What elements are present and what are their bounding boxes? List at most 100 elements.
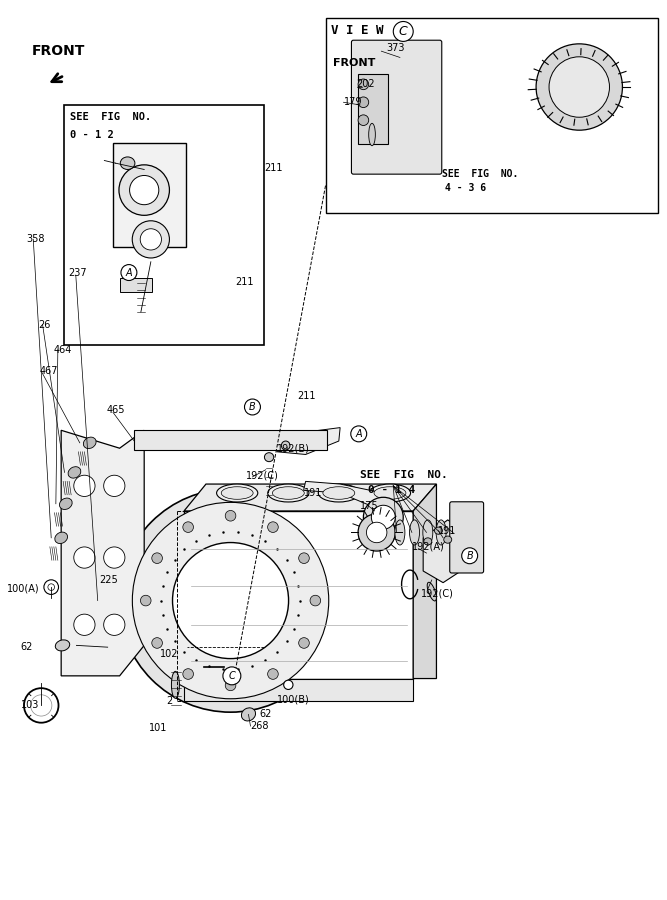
Circle shape xyxy=(48,584,55,590)
Ellipse shape xyxy=(444,536,452,544)
Ellipse shape xyxy=(241,707,255,721)
Bar xyxy=(65,105,263,345)
Text: 358: 358 xyxy=(27,234,45,245)
Text: A: A xyxy=(125,267,132,277)
Circle shape xyxy=(74,547,95,568)
Circle shape xyxy=(225,680,236,690)
Text: C: C xyxy=(399,25,408,38)
Ellipse shape xyxy=(68,467,81,478)
Text: B: B xyxy=(466,551,473,561)
Text: 0 - 1 2: 0 - 1 2 xyxy=(70,130,113,140)
Circle shape xyxy=(366,522,387,543)
Circle shape xyxy=(183,522,193,533)
Circle shape xyxy=(462,548,478,563)
Ellipse shape xyxy=(120,157,135,169)
Text: 62: 62 xyxy=(259,709,271,719)
Circle shape xyxy=(267,522,278,533)
Ellipse shape xyxy=(267,484,309,502)
Text: 191: 191 xyxy=(438,526,457,536)
Ellipse shape xyxy=(217,484,257,502)
Circle shape xyxy=(103,475,125,497)
Text: 100(A): 100(A) xyxy=(7,584,39,594)
Circle shape xyxy=(358,514,396,551)
Ellipse shape xyxy=(272,487,304,500)
Text: 103: 103 xyxy=(21,700,40,710)
Text: 211: 211 xyxy=(235,276,253,286)
Ellipse shape xyxy=(370,484,411,502)
Ellipse shape xyxy=(374,487,406,500)
Text: FRONT: FRONT xyxy=(334,58,376,68)
Text: 225: 225 xyxy=(99,575,119,585)
Circle shape xyxy=(299,553,309,563)
Text: 101: 101 xyxy=(149,723,167,733)
Polygon shape xyxy=(423,520,466,582)
Ellipse shape xyxy=(423,520,433,545)
Ellipse shape xyxy=(436,520,446,545)
Circle shape xyxy=(74,614,95,635)
Ellipse shape xyxy=(410,520,420,545)
Text: C: C xyxy=(229,670,235,681)
Text: 467: 467 xyxy=(40,366,59,376)
Polygon shape xyxy=(303,482,384,508)
Circle shape xyxy=(121,265,137,281)
Circle shape xyxy=(245,399,260,415)
Text: 465: 465 xyxy=(106,405,125,415)
FancyBboxPatch shape xyxy=(450,502,484,573)
Text: 211: 211 xyxy=(297,392,315,401)
Text: SEE  FIG  NO.: SEE FIG NO. xyxy=(70,112,151,122)
Circle shape xyxy=(549,57,610,117)
Text: 192(C): 192(C) xyxy=(246,470,279,480)
Text: B: B xyxy=(249,402,256,412)
Text: 192(C): 192(C) xyxy=(421,589,454,598)
Text: 373: 373 xyxy=(387,43,405,53)
Ellipse shape xyxy=(59,498,72,509)
Text: 237: 237 xyxy=(68,267,87,277)
Text: 192(B): 192(B) xyxy=(277,443,310,454)
Bar xyxy=(119,278,151,293)
Bar xyxy=(325,18,658,213)
Polygon shape xyxy=(184,679,414,701)
Text: 26: 26 xyxy=(38,320,50,329)
Text: 4 - 3 6: 4 - 3 6 xyxy=(445,184,486,194)
Text: 268: 268 xyxy=(251,721,269,731)
Circle shape xyxy=(152,553,162,563)
FancyBboxPatch shape xyxy=(358,75,388,144)
Circle shape xyxy=(310,595,321,606)
Text: SEE  FIG  NO.: SEE FIG NO. xyxy=(442,169,518,179)
Circle shape xyxy=(44,580,59,594)
Ellipse shape xyxy=(55,532,67,544)
FancyBboxPatch shape xyxy=(352,40,442,175)
Bar xyxy=(134,430,327,450)
Circle shape xyxy=(141,595,151,606)
Circle shape xyxy=(267,669,278,680)
Ellipse shape xyxy=(264,453,273,462)
Text: V I E W: V I E W xyxy=(331,24,384,37)
Text: 464: 464 xyxy=(53,345,71,355)
Text: 102: 102 xyxy=(159,649,178,660)
Ellipse shape xyxy=(427,582,436,601)
Text: A: A xyxy=(356,429,362,439)
Circle shape xyxy=(358,97,369,108)
Text: 62: 62 xyxy=(20,643,33,652)
Circle shape xyxy=(536,44,622,130)
Circle shape xyxy=(225,510,236,521)
Text: 191: 191 xyxy=(303,488,322,498)
Ellipse shape xyxy=(55,640,69,651)
Circle shape xyxy=(358,79,369,90)
Circle shape xyxy=(223,667,241,685)
Text: 192(A): 192(A) xyxy=(412,542,445,552)
Circle shape xyxy=(24,688,59,723)
Circle shape xyxy=(103,614,125,635)
Text: 179: 179 xyxy=(344,97,362,107)
Text: 175: 175 xyxy=(360,500,379,510)
FancyBboxPatch shape xyxy=(113,143,186,247)
Text: FRONT: FRONT xyxy=(31,44,85,58)
Ellipse shape xyxy=(424,538,432,545)
Circle shape xyxy=(299,638,309,648)
Polygon shape xyxy=(184,484,436,511)
Circle shape xyxy=(183,669,193,680)
Circle shape xyxy=(119,165,169,215)
Ellipse shape xyxy=(281,441,290,450)
Ellipse shape xyxy=(171,671,179,698)
Circle shape xyxy=(152,638,162,648)
